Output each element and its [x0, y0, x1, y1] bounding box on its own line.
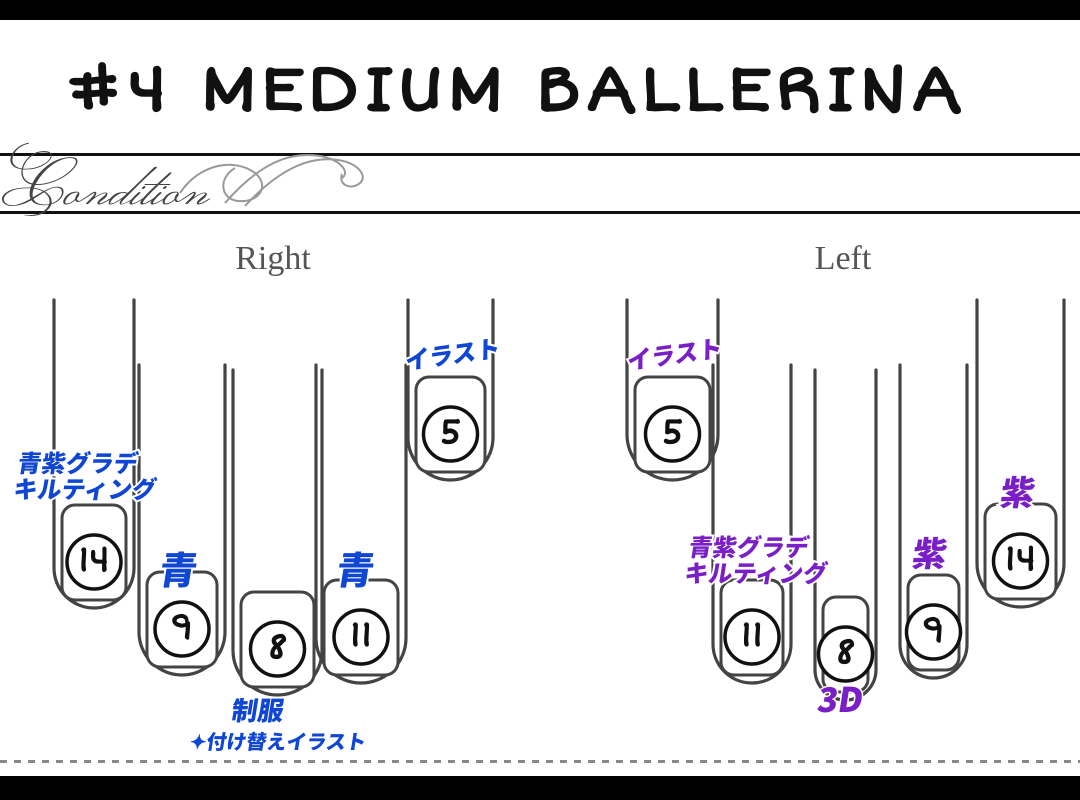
svg-text:14: 14: [78, 540, 110, 582]
svg-text:5: 5: [661, 412, 684, 454]
svg-text:9: 9: [922, 610, 944, 652]
svg-text:8: 8: [836, 632, 856, 674]
svg-text:14: 14: [1005, 539, 1037, 581]
svg-text:9: 9: [171, 607, 193, 649]
svg-text:11: 11: [350, 615, 372, 657]
svg-text:11: 11: [741, 615, 763, 657]
svg-text:8: 8: [268, 627, 288, 669]
svg-text:5: 5: [439, 412, 462, 454]
